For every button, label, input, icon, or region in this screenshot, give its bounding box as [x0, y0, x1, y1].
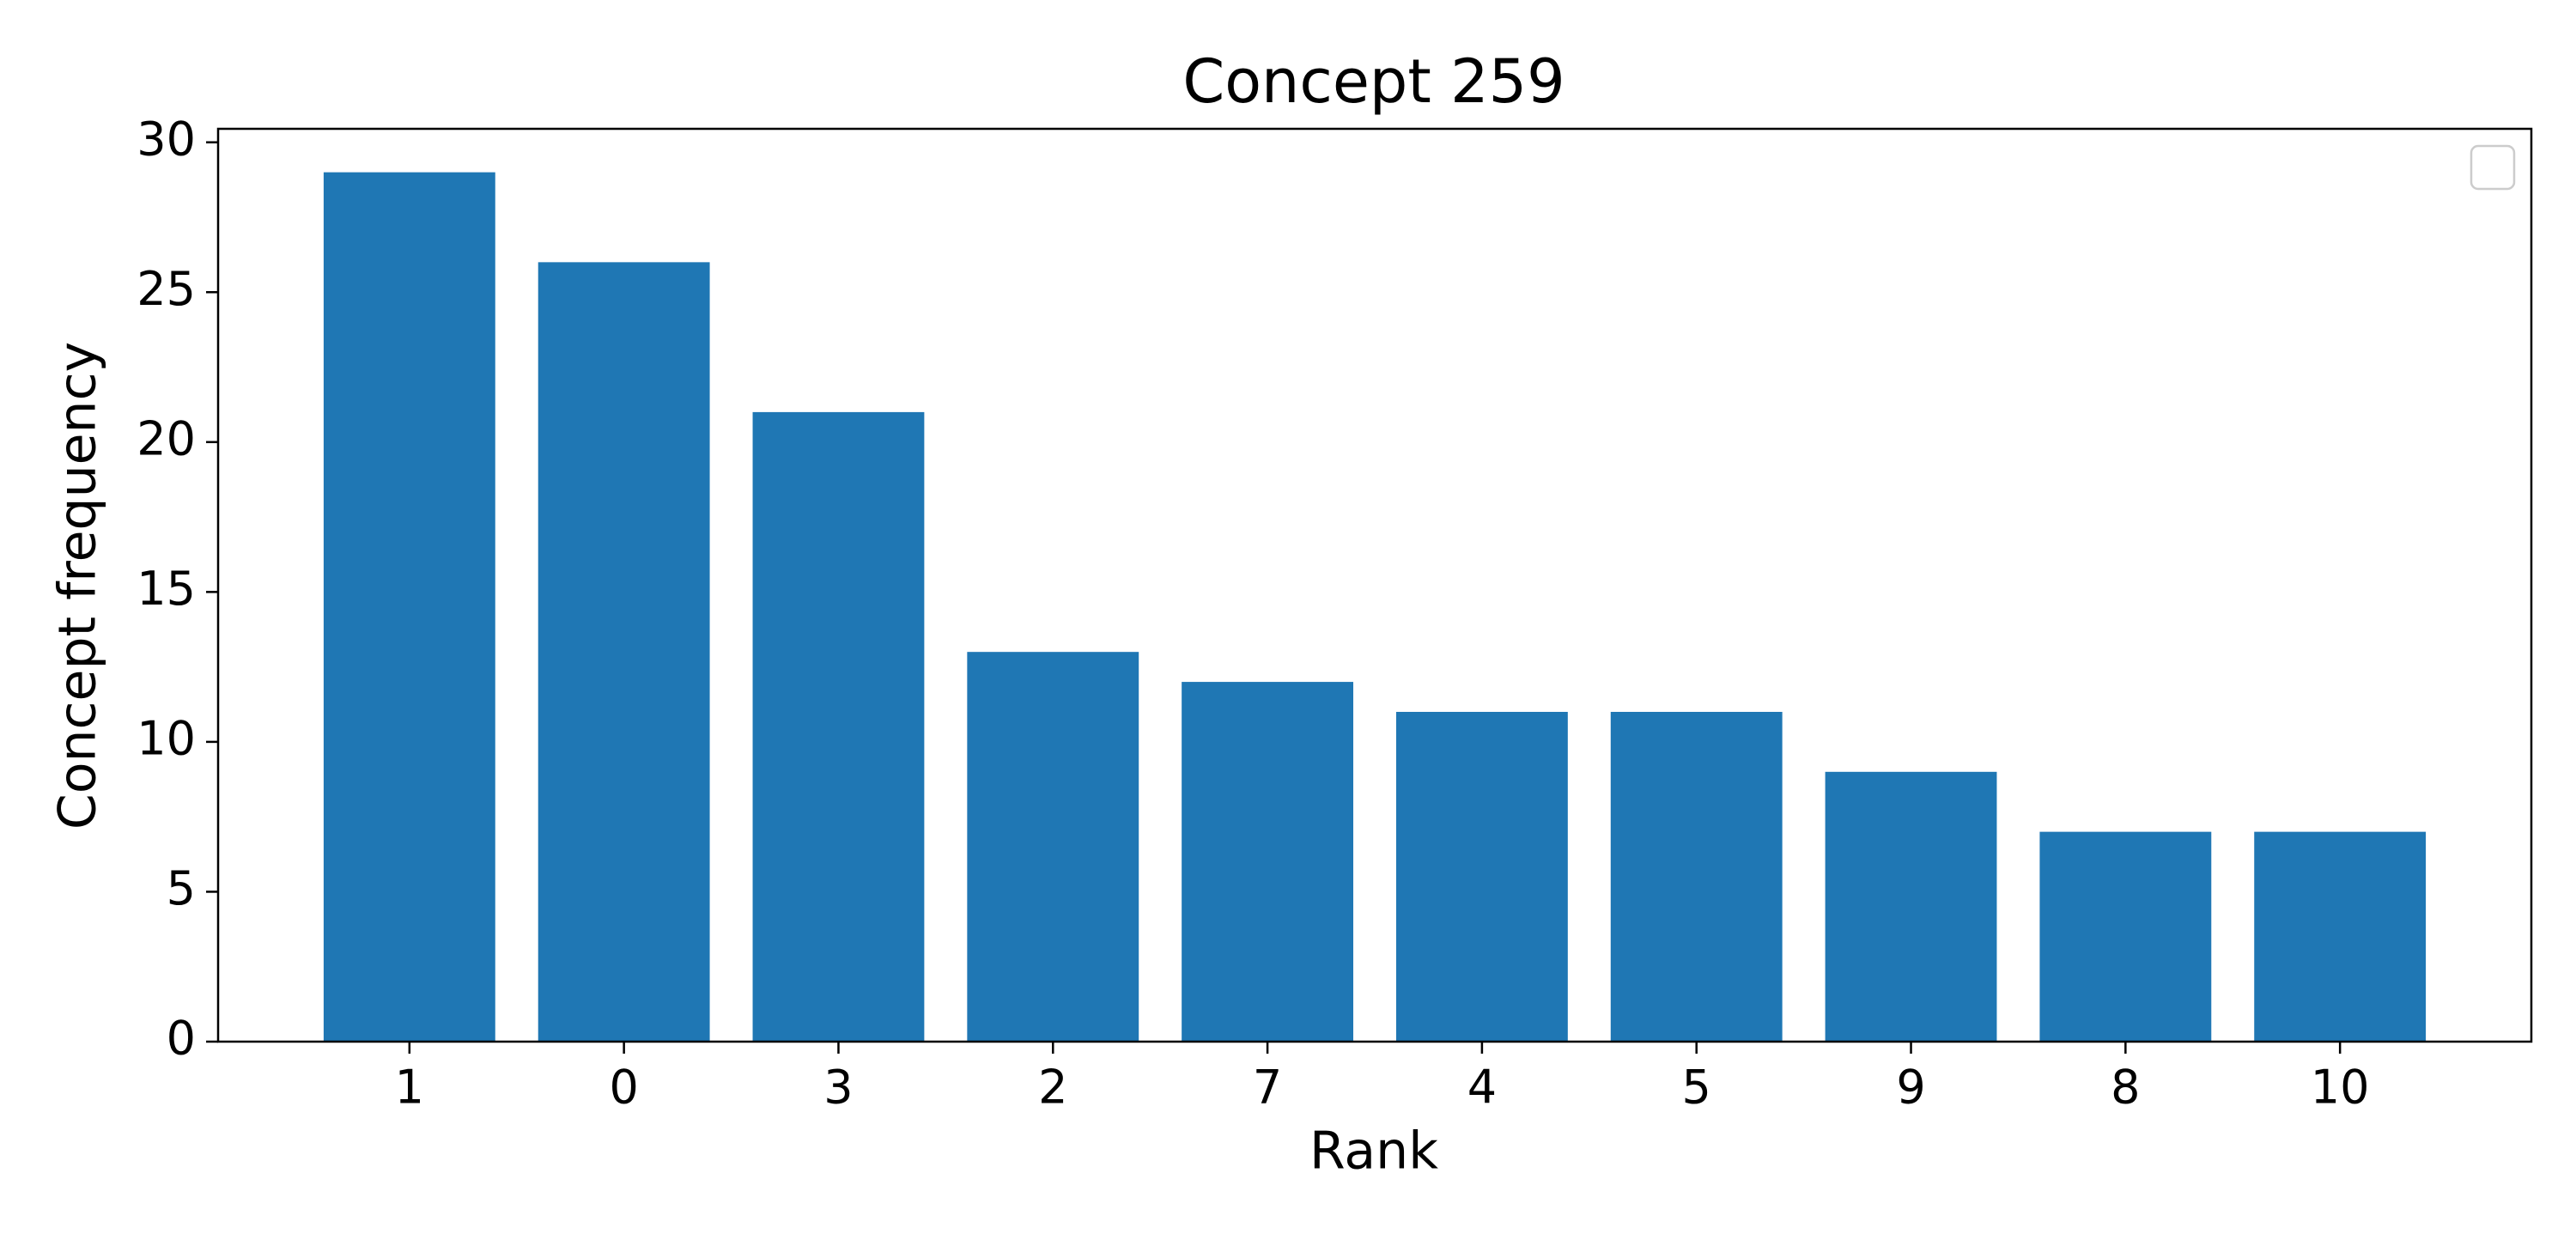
x-tick-label: 3 [823, 1061, 853, 1115]
bar [1182, 682, 1354, 1042]
y-tick-label: 20 [137, 411, 196, 465]
x-tick-label: 0 [609, 1061, 638, 1115]
bar [323, 172, 495, 1042]
x-tick-label: 7 [1253, 1061, 1282, 1115]
x-tick-label: 2 [1038, 1061, 1067, 1115]
axes-frame [216, 127, 2533, 1043]
x-tick-label: 5 [1682, 1061, 1711, 1115]
y-tick-label: 30 [137, 112, 196, 166]
legend-box [2470, 144, 2516, 191]
x-tick-label: 10 [2311, 1061, 2370, 1115]
x-axis-label: Rank [1309, 1121, 1438, 1182]
bar [967, 652, 1139, 1042]
x-tick-label: 9 [1896, 1061, 1925, 1115]
x-tick-label: 1 [395, 1061, 424, 1115]
bar [752, 411, 925, 1042]
x-tick-label: 8 [2111, 1061, 2140, 1115]
bar [1825, 771, 1997, 1042]
x-tick-label: 4 [1467, 1061, 1497, 1115]
bar [2039, 831, 2212, 1042]
bar [1610, 711, 1783, 1042]
y-tick-label: 25 [137, 262, 196, 316]
y-axis-label: Concept frequency [48, 342, 108, 830]
y-tick-label: 0 [167, 1012, 196, 1066]
y-tick-label: 5 [167, 861, 196, 915]
y-tick-label: 10 [137, 712, 196, 766]
y-tick-label: 15 [137, 562, 196, 616]
bar [1395, 711, 1568, 1042]
bar [538, 262, 710, 1042]
chart-title: Concept 259 [1182, 46, 1564, 117]
bar [2254, 831, 2427, 1042]
